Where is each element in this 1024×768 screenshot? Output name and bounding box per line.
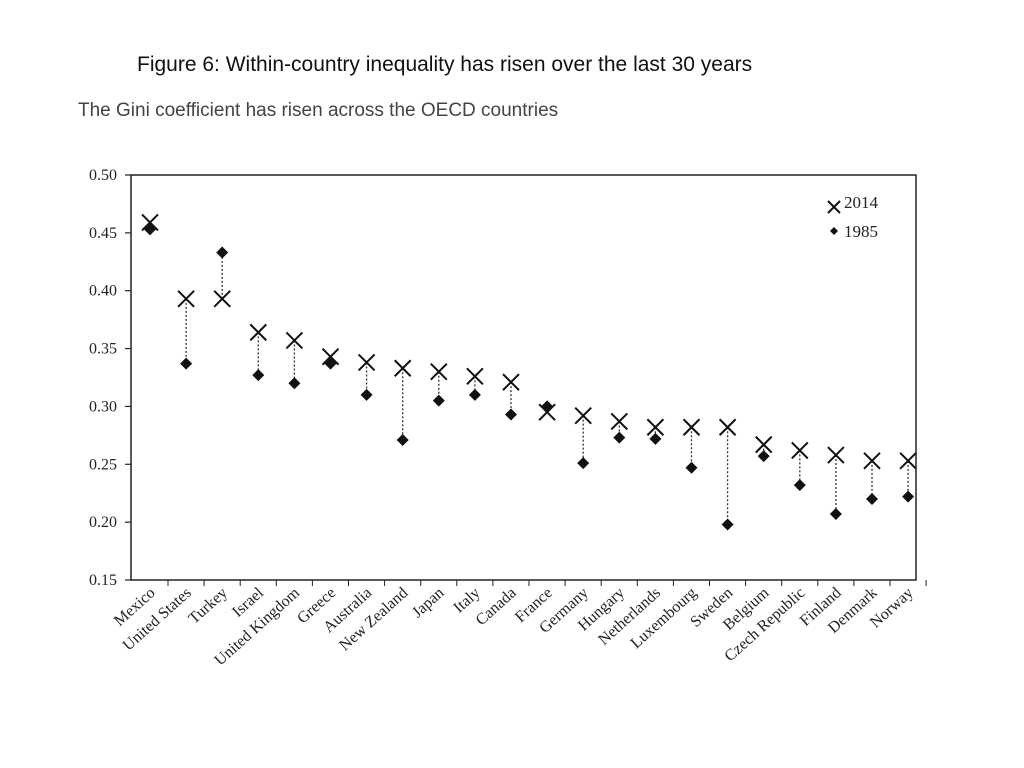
- point-1985: [793, 479, 806, 492]
- figure-title: Figure 6: Within-country inequality has …: [137, 53, 753, 76]
- point-1985: [216, 246, 229, 259]
- x-category-label: Canada: [473, 584, 520, 629]
- point-2014: [827, 446, 845, 464]
- point-1985: [360, 388, 373, 401]
- point-2014: [610, 412, 629, 431]
- point-2014: [754, 435, 773, 454]
- point-1985: [180, 357, 193, 370]
- point-1985: [649, 432, 662, 445]
- y-tick-label: 0.15: [89, 572, 117, 589]
- point-1985: [396, 433, 409, 446]
- series-1985: [144, 223, 915, 531]
- point-1985: [505, 408, 517, 421]
- point-1985: [613, 431, 626, 444]
- point-2014: [899, 452, 917, 470]
- point-1985: [685, 461, 698, 474]
- point-1985: [432, 394, 445, 407]
- y-tick-label: 0.40: [89, 283, 117, 300]
- point-1985: [721, 518, 734, 531]
- point-1985: [252, 369, 265, 382]
- legend-marker-2014: [827, 200, 841, 214]
- series-2014: [141, 213, 917, 470]
- point-1985: [829, 508, 842, 521]
- point-1985: [577, 457, 590, 470]
- point-1985: [902, 490, 915, 503]
- x-category-label: Turkey: [186, 584, 231, 627]
- point-2014: [863, 452, 881, 470]
- connectors: [149, 222, 909, 525]
- legend-label-2014: 2014: [844, 193, 879, 212]
- y-tick-label: 0.35: [89, 341, 117, 358]
- point-1985: [468, 388, 481, 401]
- point-1985: [288, 377, 301, 390]
- point-2014: [285, 331, 304, 350]
- point-2014: [177, 290, 195, 308]
- figure-subtitle: The Gini coefficient has risen across th…: [78, 100, 559, 121]
- x-category-label: Japan: [409, 584, 447, 621]
- y-tick-label: 0.20: [89, 514, 117, 531]
- y-axis-ticks: 0.50 0.45 0.40 0.35 0.30 0.25 0.20 0.15: [89, 167, 131, 589]
- y-tick-label: 0.50: [89, 167, 117, 184]
- point-2014: [791, 441, 809, 460]
- point-2014: [574, 406, 592, 425]
- point-2014: [357, 353, 376, 372]
- point-2014: [682, 418, 701, 436]
- point-2014: [502, 373, 520, 391]
- point-2014: [430, 363, 448, 381]
- point-2014: [393, 359, 412, 377]
- point-1985: [866, 493, 878, 505]
- point-1985: [541, 400, 554, 413]
- y-tick-label: 0.25: [89, 456, 117, 473]
- point-2014: [321, 347, 340, 366]
- point-2014: [213, 290, 231, 308]
- y-tick-label: 0.30: [89, 398, 117, 415]
- point-2014: [538, 403, 556, 421]
- point-1985: [144, 223, 156, 236]
- point-2014: [249, 323, 268, 342]
- point-2014: [466, 367, 484, 386]
- legend: 2014 1985: [827, 193, 879, 241]
- point-2014: [646, 418, 665, 436]
- legend-label-1985: 1985: [844, 222, 878, 241]
- point-2014: [718, 418, 737, 436]
- legend-marker-1985: [830, 227, 838, 235]
- y-tick-label: 0.45: [89, 225, 117, 242]
- point-1985: [757, 450, 770, 463]
- point-1985: [324, 357, 337, 370]
- point-2014: [141, 213, 159, 232]
- plot-frame: [130, 174, 917, 581]
